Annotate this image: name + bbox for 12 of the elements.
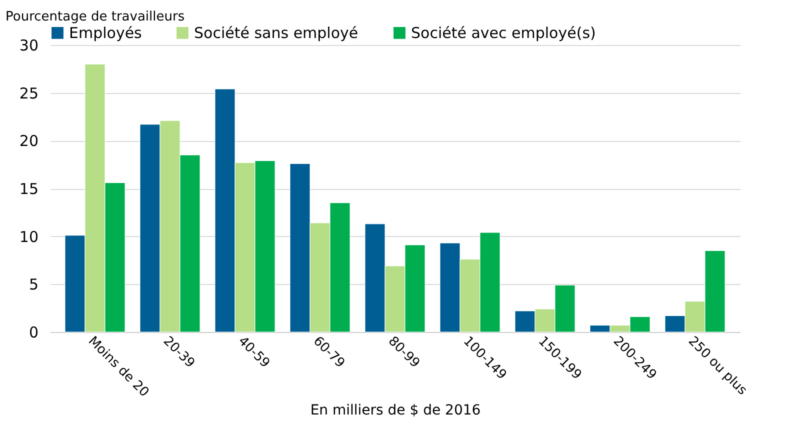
y-tick-label: 5 — [28, 276, 38, 294]
y-axis-title: Pourcentage de travailleurs — [6, 10, 185, 24]
legend-label: Employés — [69, 24, 142, 42]
y-tick-label: 0 — [28, 324, 38, 342]
legend-label: Société avec employé(s) — [411, 24, 596, 42]
x-axis-title: En milliers de $ de 2016 — [310, 402, 481, 418]
y-tick-label: 20 — [19, 132, 38, 150]
y-tick-label: 30 — [19, 36, 38, 54]
y-tick-label: 10 — [19, 228, 38, 246]
legend-label: Société sans employé — [194, 24, 358, 42]
y-tick-label: 15 — [19, 180, 38, 198]
y-tick-label: 25 — [19, 84, 38, 102]
